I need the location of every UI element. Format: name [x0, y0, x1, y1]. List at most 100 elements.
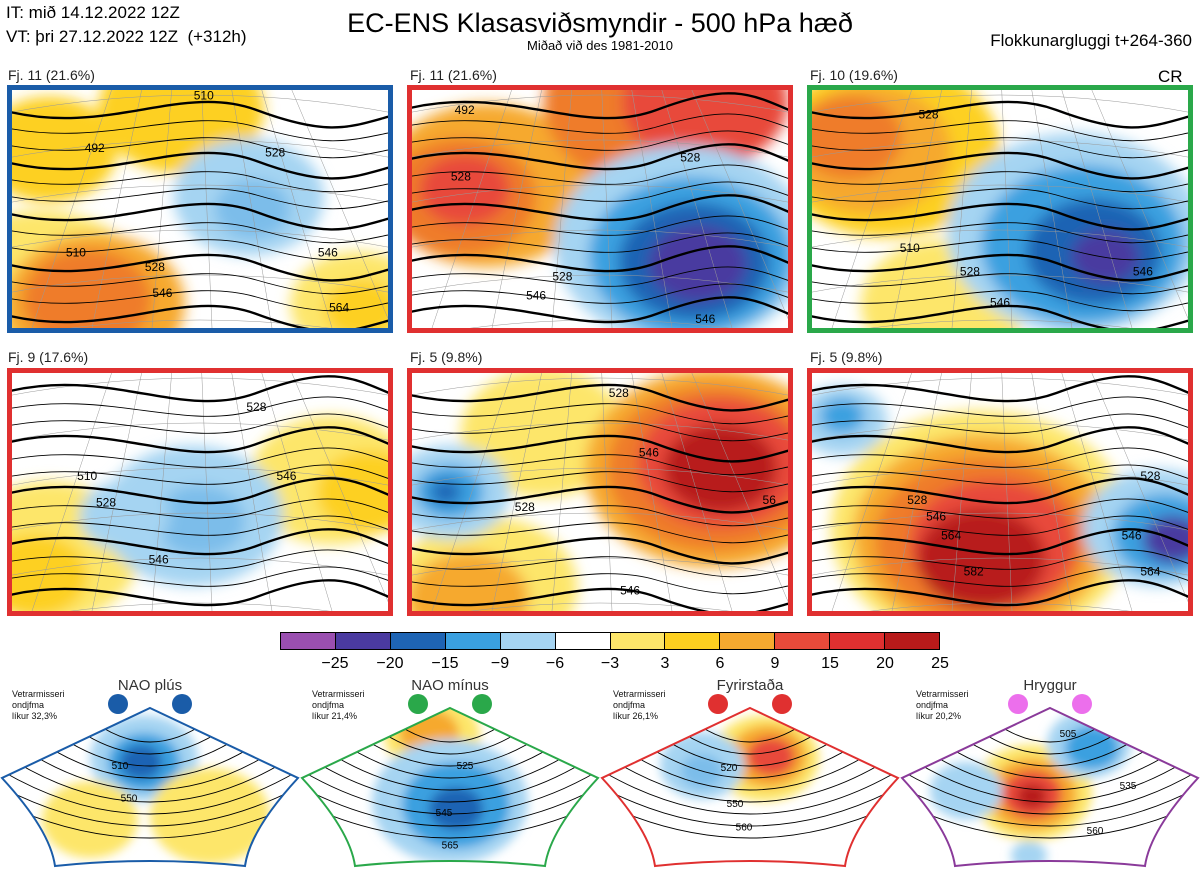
graticule-line — [261, 373, 333, 611]
regime-contour — [902, 757, 1198, 839]
height-contour — [12, 447, 388, 468]
graticule-line — [412, 229, 788, 248]
contour-label: 528 — [265, 146, 285, 160]
regime-contour — [9, 739, 291, 791]
height-contour — [412, 181, 788, 202]
graticule-line — [812, 94, 1188, 113]
regime-contour-label: 550 — [121, 794, 138, 805]
contour-label: 528 — [96, 495, 116, 509]
height-contour — [412, 283, 788, 304]
height-contour — [12, 579, 388, 607]
height-contour — [12, 464, 388, 485]
regime-contour-label: 525 — [457, 761, 474, 772]
height-contour — [412, 522, 788, 544]
contour-label: 546 — [318, 246, 338, 260]
height-contour — [12, 120, 388, 142]
contour-label: 528 — [960, 265, 980, 279]
regime-contour-label: 550 — [727, 799, 744, 810]
valid-time: VT: þri 27.12.2022 12Z (+312h) — [6, 27, 247, 47]
regime-map-nao-plus: 510 550 — [0, 694, 300, 868]
graticule-line — [151, 90, 172, 328]
cluster-map-canvas: 528 546 546 528 56 — [412, 373, 788, 611]
regime-contour-label: 505 — [1060, 729, 1077, 740]
regime-dot — [772, 694, 792, 714]
colorbar-tick-label: −6 — [545, 655, 565, 672]
height-contour — [812, 273, 1188, 295]
regime-contour — [393, 721, 507, 743]
graticule-line — [1031, 90, 1073, 328]
height-contour — [12, 498, 388, 519]
height-contour — [412, 573, 788, 595]
graticule-line — [231, 90, 273, 328]
contour-label: 492 — [455, 103, 475, 117]
contour-label: 546 — [276, 469, 296, 483]
cluster-label-3: Fj. 10 (19.6%) — [810, 67, 898, 83]
regime-desc-line: líkur 26,1% — [613, 711, 659, 721]
cluster-map-2: 492 528 528 546 546 528 — [407, 85, 793, 333]
regime-dot — [408, 694, 428, 714]
contour-label: 528 — [680, 150, 700, 164]
height-contour — [12, 304, 388, 328]
height-contour — [412, 130, 788, 151]
regime-map-blocking: 520 550 560 — [600, 694, 900, 868]
anomaly-blob — [460, 373, 627, 498]
regime-map-nao-minus: 525 545 565 — [300, 694, 600, 868]
graticule-line — [601, 90, 613, 328]
regime-desc-line: Vetrarmisseri — [613, 689, 666, 699]
height-contour — [12, 137, 388, 159]
contour-label: 546 — [1122, 529, 1142, 543]
regime-desc-line: líkur 21,4% — [312, 711, 358, 721]
colorbar-swatch — [720, 633, 776, 649]
graticule-line — [812, 184, 1188, 203]
anomaly-blob — [12, 96, 118, 203]
height-contour — [812, 549, 1188, 570]
height-contour — [12, 100, 388, 129]
cluster-map-canvas: 528 546 564 582 546 564 528 — [812, 373, 1188, 611]
cluster-map-canvas: 492 510 528 546 546 564 528 510 — [12, 90, 388, 328]
contour-label: 528 — [907, 493, 927, 507]
graticule-line — [661, 373, 733, 611]
cr-label: CR — [1158, 67, 1183, 86]
graticule-line — [1091, 373, 1188, 603]
regime-dot — [708, 694, 728, 714]
graticule-line — [869, 319, 1131, 328]
contour-label: 528 — [246, 400, 266, 414]
regime-dot — [108, 694, 128, 714]
height-contour — [412, 266, 788, 287]
colorbar-swatch — [500, 633, 556, 649]
regime-desc-line: ondjfma — [312, 700, 345, 710]
regime-contour — [972, 726, 1128, 755]
regime-contour — [630, 735, 870, 779]
graticule-line — [469, 319, 731, 328]
graticule-line — [412, 557, 788, 576]
regime-anomaly-blob — [747, 737, 795, 776]
height-contour — [812, 515, 1188, 536]
height-contour — [12, 222, 388, 244]
regime-contour — [602, 757, 898, 839]
graticule-line — [91, 373, 142, 611]
regime-contour — [2, 748, 298, 815]
height-contour — [812, 137, 1188, 159]
anomaly-blob — [819, 398, 865, 434]
regime-sector-border — [300, 706, 600, 868]
height-contour — [12, 566, 388, 587]
graticule-line — [469, 602, 731, 611]
contour-label: 528 — [145, 260, 165, 274]
graticule-line — [412, 512, 788, 531]
height-contour — [12, 515, 388, 536]
regime-contour — [930, 735, 1170, 779]
height-contour — [412, 587, 788, 611]
anomaly-blob — [663, 424, 777, 513]
colorbar-swatch — [665, 633, 721, 649]
graticule-line — [951, 90, 972, 328]
height-contour — [812, 222, 1188, 244]
graticule-line — [491, 373, 542, 611]
regime-contour-label: 560 — [1087, 826, 1104, 837]
graticule-line — [291, 373, 388, 603]
height-contour — [812, 464, 1188, 485]
contour-label: 510 — [900, 241, 920, 255]
cluster-map-canvas: 510 528 546 528 546 — [12, 373, 388, 611]
cluster-map-canvas: 492 528 528 546 546 528 — [412, 90, 788, 328]
cluster-window: Flokkunargluggi t+264-360 — [990, 31, 1192, 50]
height-contour — [412, 245, 788, 273]
